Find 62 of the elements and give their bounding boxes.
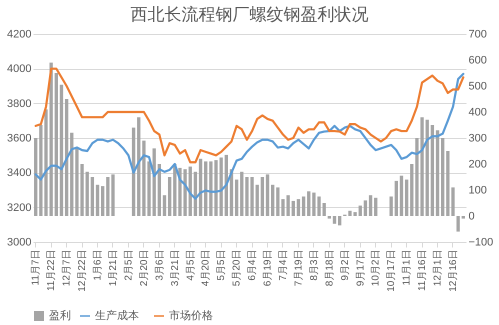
y-tick-label: 3200: [7, 202, 32, 214]
y2-tick-label: 600: [468, 54, 487, 66]
x-tick-label: 3月21日: [170, 250, 181, 286]
x-tick-label: 12月22日: [77, 250, 88, 292]
x-tick-label: 4月20日: [200, 250, 212, 286]
bar: [328, 216, 332, 219]
x-tick-label: 5月5日: [216, 250, 228, 281]
line-series: [34, 72, 464, 200]
y2-tick-label: 0: [468, 210, 475, 222]
x-tick-label: 7月19日: [293, 250, 304, 286]
x-tick-label: 12月7日: [62, 250, 73, 286]
bar: [162, 195, 166, 216]
legend-label: 市场价格: [169, 309, 213, 322]
y-tick-label: 3600: [7, 132, 32, 144]
bar: [332, 216, 336, 224]
bar: [80, 164, 84, 216]
x-tick-label: 1月21日: [108, 250, 119, 286]
x-tick-label: 9月2日: [340, 250, 351, 281]
y2-tick-label: −100: [468, 236, 494, 248]
x-tick-label: 10月17日: [386, 250, 398, 292]
bar: [296, 199, 300, 216]
x-tick-label: 11月16日: [417, 250, 428, 292]
bar: [400, 176, 404, 216]
x-tick-label: 9月17日: [355, 250, 366, 286]
x-tick-label: 8月18日: [324, 250, 336, 286]
bar: [374, 198, 378, 216]
x-tick-label: 7月4日: [278, 250, 289, 281]
bar: [338, 216, 342, 226]
y2-tick-label: 400: [468, 106, 487, 118]
x-tick-label: 10月2日: [370, 250, 382, 286]
x-tick-label: 8月3日: [308, 250, 320, 281]
bar: [317, 196, 321, 216]
legend-label: 生产成本: [95, 309, 139, 322]
y-tick-label: 4000: [7, 63, 32, 76]
y-tick-label: 3400: [7, 167, 32, 180]
y2-tick-label: 700: [468, 28, 487, 40]
x-tick-label: 3月6日: [154, 250, 166, 281]
x-tick-label: 11月7日: [30, 250, 42, 286]
x-tick-label: 11月22日: [46, 250, 58, 292]
x-tick-label: 4月5日: [185, 250, 196, 281]
x-tick-label: 12月16日: [448, 250, 459, 292]
bar: [368, 195, 372, 216]
x-tick-label: 5月20日: [232, 250, 243, 286]
bar: [281, 199, 285, 216]
y-tick-label: 4200: [7, 28, 32, 40]
bar: [322, 203, 326, 216]
chart-title: 西北长流程钢厂螺纹钢盈利状况: [130, 5, 368, 24]
y2-tick-label: 200: [468, 158, 487, 170]
x-tick-label: 2月20日: [138, 250, 150, 286]
x-tick-label: 11月1日: [402, 250, 413, 286]
legend-label: 盈利: [49, 309, 71, 322]
line-series: [34, 68, 464, 164]
x-tick-label: 6月19日: [262, 250, 274, 286]
y2-tick-label: 500: [468, 80, 487, 92]
x-tick-label: 2月5日: [123, 250, 134, 281]
x-tick-label: 12月1日: [432, 250, 444, 286]
y2-tick-label: 100: [468, 184, 487, 196]
y2-tick-label: 300: [468, 132, 487, 144]
y-tick-label: 3800: [7, 98, 32, 110]
x-tick-label: 6月4日: [247, 250, 258, 281]
x-tick-label: 1月6日: [92, 250, 104, 281]
y-tick-label: 3000: [7, 236, 32, 248]
